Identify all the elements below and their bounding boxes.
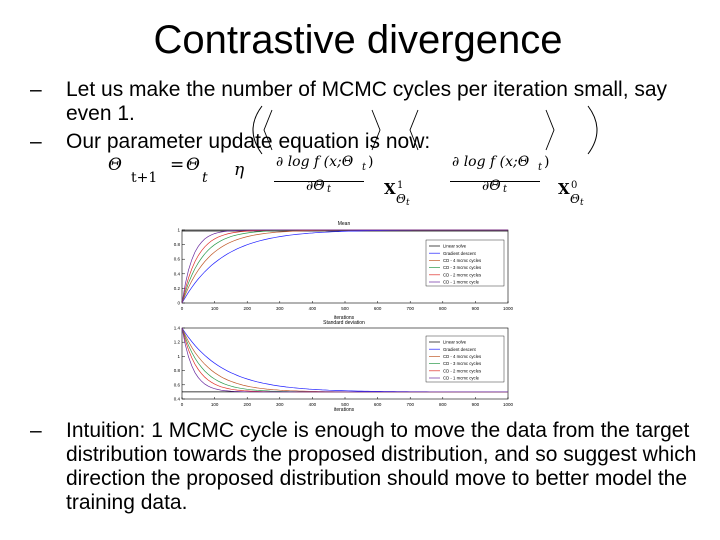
numerator-1-subscript: t — [362, 162, 367, 173]
legend-label: CD - 4 mcmc cycles — [443, 258, 481, 263]
x0-subsubscript: t — [580, 198, 584, 208]
denominator-2-subscript: t — [503, 184, 508, 195]
std-chart-title: Standard deviation — [323, 320, 365, 326]
x-tick-label: 1000 — [503, 306, 514, 311]
x-tick-label: 500 — [341, 402, 349, 407]
convergence-plots: Mean 1 0.8 0.6 0.4 0.2 0 0 100 200 300 400 500 600 7… — [174, 221, 514, 413]
y-tick-label: 0.4 — [174, 397, 181, 402]
y-tick-label: 0.2 — [174, 286, 181, 291]
std-series-line — [181, 327, 508, 393]
bullet-3-text: Intuition: 1 MCMC cycle is enough to mov… — [66, 419, 697, 514]
numerator-2-close: ) — [544, 154, 550, 170]
x-tick-label: 700 — [406, 402, 414, 407]
x-tick-label: 300 — [276, 306, 284, 311]
x-tick-label: 600 — [374, 402, 382, 407]
y-tick-label: 0.4 — [174, 271, 181, 276]
std-chart-xlabel: iterations — [334, 407, 355, 412]
x-tick-label: 500 — [341, 306, 349, 311]
legend-label: CD - 3 mcmc cycles — [443, 361, 481, 366]
x0-subscript: Θ — [570, 192, 580, 206]
y-tick-label: 1 — [177, 228, 180, 233]
y-tick-label: 0.8 — [174, 242, 181, 247]
std-chart: Standard deviation 1.4 1.2 1 0.8 0.6 0.4 0 100… — [174, 320, 514, 413]
x-tick-label: 200 — [243, 402, 251, 407]
rhs-theta: Θ — [186, 155, 200, 175]
lhs-theta: Θ — [108, 155, 122, 175]
x-tick-label: 0 — [181, 306, 184, 311]
numerator-2: ∂ log f (x;Θ — [452, 154, 530, 170]
mean-chart-legend: Linear solve Gradient descent CD - 4 mcmc … — [425, 239, 505, 287]
x-tick-label: 700 — [406, 306, 414, 311]
legend-label: CD - 1 mcmc cycle — [443, 376, 480, 381]
y-tick-label: 0 — [177, 301, 180, 306]
legend-label: CD - 3 mcmc cycles — [443, 265, 481, 270]
x-tick-label: 1000 — [503, 402, 514, 407]
convergence-figure: Mean 1 0.8 0.6 0.4 0.2 0 0 100 200 300 400 500 600 7… — [168, 218, 520, 413]
legend-label: Gradient descent — [443, 347, 477, 352]
numerator-2-subscript: t — [538, 162, 543, 173]
bullet-1: – Let us make the number of MCMC cycles … — [30, 78, 715, 126]
x-tick-label: 100 — [211, 306, 219, 311]
x1-subscript: Θ — [396, 192, 406, 206]
y-tick-label: 0.6 — [174, 382, 181, 387]
x1-subsubscript: t — [406, 198, 410, 208]
bullet-dash: – — [30, 130, 42, 153]
bullet-dash: – — [30, 78, 42, 101]
x-tick-label: 800 — [439, 402, 447, 407]
y-tick-label: 1 — [177, 354, 180, 359]
y-tick-label: 0.6 — [174, 257, 181, 262]
x-tick-label: 900 — [472, 306, 480, 311]
mean-series-line — [181, 229, 508, 304]
mean-chart-xlabel: iterations — [334, 315, 355, 321]
mean-chart-title: Mean — [338, 221, 351, 227]
legend-label: Linear solve — [443, 244, 467, 249]
std-chart-legend: Linear solve Gradient descent CD - 4 mcmc … — [425, 335, 505, 383]
x-tick-label: 800 — [439, 306, 447, 311]
x-tick-label: 300 — [276, 402, 284, 407]
numerator-1-close: ) — [368, 154, 374, 170]
rhs-subscript: t — [202, 170, 208, 186]
equals-sign: = — [170, 155, 185, 175]
numerator-1: ∂ log f (x;Θ — [276, 154, 354, 170]
x1-symbol: X — [384, 180, 396, 198]
y-tick-label: 0.8 — [174, 368, 181, 373]
x-tick-label: 0 — [181, 402, 184, 407]
denominator-2: ∂Θ — [482, 178, 501, 194]
x0-superscript: 0 — [571, 180, 578, 191]
legend-label: CD - 4 mcmc cycles — [443, 354, 481, 359]
legend-box — [425, 239, 505, 287]
bullet-dash: – — [30, 419, 42, 442]
x1-superscript: 1 — [397, 180, 404, 191]
x-tick-label: 200 — [243, 306, 251, 311]
legend-label: Gradient descent — [443, 251, 477, 256]
x0-symbol: X — [558, 180, 570, 198]
y-tick-label: 1.4 — [174, 326, 181, 331]
legend-label: Linear solve — [443, 340, 467, 345]
fraction-bar-1 — [274, 181, 364, 182]
legend-label: CD - 2 mcmc cycles — [443, 368, 481, 373]
bullet-1-text: Let us make the number of MCMC cycles pe… — [66, 78, 668, 125]
x-tick-label: 100 — [211, 402, 219, 407]
denominator-1: ∂Θ — [306, 178, 325, 194]
bullet-2-text: Our parameter update equation is now: — [66, 130, 431, 153]
legend-label: CD - 1 mcmc cycle — [443, 280, 480, 285]
x-tick-label: 400 — [309, 402, 317, 407]
bullet-3: – Intuition: 1 MCMC cycle is enough to m… — [30, 419, 715, 515]
denominator-1-subscript: t — [327, 184, 332, 195]
x-tick-label: 600 — [374, 306, 382, 311]
bullet-2: – Our parameter update equation is now: — [30, 130, 715, 154]
legend-box — [425, 335, 505, 383]
mean-chart: Mean 1 0.8 0.6 0.4 0.2 0 0 100 200 300 400 500 600 7… — [174, 221, 514, 321]
legend-label: CD - 2 mcmc cycles — [443, 272, 481, 277]
eta-symbol: η — [234, 160, 245, 180]
x-tick-label: 400 — [309, 306, 317, 311]
y-tick-label: 1.2 — [174, 340, 181, 345]
equation-brackets — [252, 105, 598, 155]
fraction-bar-2 — [450, 181, 540, 182]
lhs-subscript: t+1 — [131, 170, 158, 186]
x-tick-label: 900 — [472, 402, 480, 407]
slide-title: Contrastive divergence — [153, 18, 563, 62]
